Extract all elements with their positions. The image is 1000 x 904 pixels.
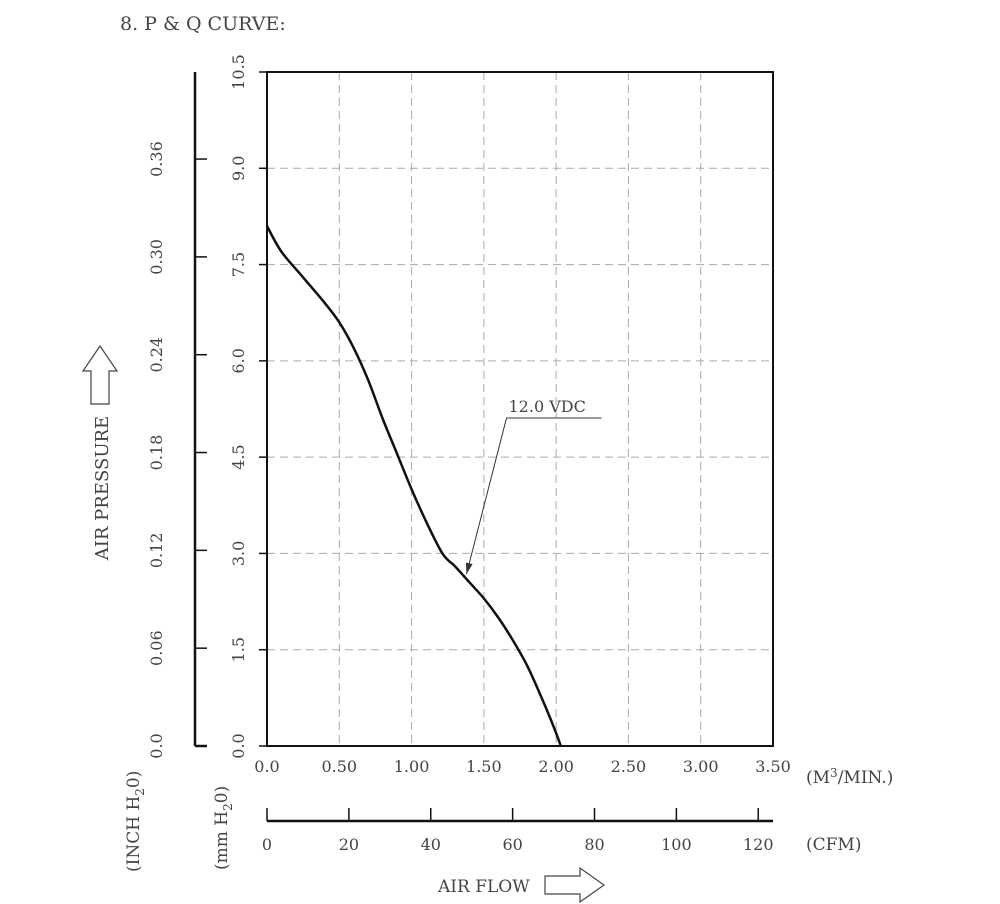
y-axis-label: AIR PRESSURE	[92, 416, 113, 561]
cfm-tick-label: 40	[421, 835, 441, 854]
mm-tick-label: 10.5	[229, 54, 248, 90]
inch-tick-label: 0.0	[147, 733, 166, 758]
up-arrow-icon	[81, 344, 119, 405]
cfm-axis-ticks: 0 20 40 60 80 100 120	[262, 808, 774, 854]
grid-lines	[267, 72, 773, 746]
y-unit-inch: (INCH H20)	[124, 771, 147, 872]
mm-tick-label: 0.0	[229, 733, 248, 758]
x-tick-label: 3.50	[755, 757, 791, 776]
x-tick-label: 2.00	[538, 757, 574, 776]
x-tick-label: 1.50	[466, 757, 502, 776]
mm-tick-label: 1.5	[229, 637, 248, 662]
mm-tick-label: 3.0	[229, 541, 248, 566]
cfm-tick-label: 20	[339, 835, 359, 854]
inch-tick-label: 0.06	[147, 630, 166, 666]
mm-tick-label: 6.0	[229, 348, 248, 373]
x-axis-label: AIR FLOW	[437, 877, 530, 897]
mm-tick-label: 4.5	[229, 444, 248, 469]
x-unit-cfm: (CFM)	[806, 835, 861, 855]
x-tick-label: 2.50	[611, 757, 647, 776]
cfm-tick-label: 120	[743, 835, 774, 854]
inch-tick-label: 0.30	[147, 239, 166, 275]
x-unit-m3: (M3/MIN.)	[806, 766, 893, 788]
cfm-tick-label: 80	[584, 835, 604, 854]
chart-title: 8. P & Q CURVE:	[120, 13, 286, 35]
cfm-tick-label: 0	[262, 835, 272, 854]
x-tick-label: 3.00	[683, 757, 719, 776]
inch-tick-label: 0.12	[147, 533, 166, 569]
annotation-label: 12.0 VDC	[509, 397, 586, 416]
mm-tick-label: 9.0	[229, 156, 248, 181]
y-unit-mm: (mm H20)	[212, 786, 235, 870]
m3-axis-ticks: 0.0 0.50 1.00 1.50 2.00 2.50 3.00 3.50	[254, 757, 791, 776]
inch-tick-label: 0.24	[147, 337, 166, 373]
mm-tick-label: 7.5	[229, 252, 248, 277]
annotation-leader	[466, 417, 507, 575]
x-tick-label: 1.00	[394, 757, 430, 776]
x-tick-label: 0.0	[254, 757, 279, 776]
curve-12vdc	[267, 225, 563, 746]
x-tick-label: 0.50	[321, 757, 357, 776]
cfm-tick-label: 100	[661, 835, 692, 854]
annotation-arrowhead	[465, 562, 473, 574]
mm-axis-ticks: 0.0 1.5 3.0 4.5 6.0 7.5 9.0 10.5	[229, 54, 267, 759]
inch-tick-label: 0.18	[147, 435, 166, 471]
right-arrow-icon	[544, 866, 606, 904]
cfm-tick-label: 60	[502, 835, 522, 854]
curve-annotation: 12.0 VDC	[465, 397, 602, 575]
inch-axis-ticks: 0.0 0.06 0.12 0.18 0.24 0.30 0.36	[147, 141, 207, 759]
plot-frame	[266, 71, 774, 747]
inch-tick-label: 0.36	[147, 141, 166, 177]
